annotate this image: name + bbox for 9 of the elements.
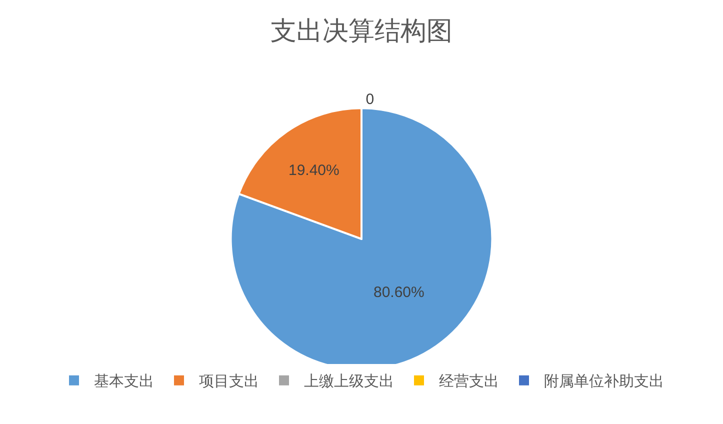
- data-label: 80.60%: [373, 284, 424, 301]
- legend-label: 经营支出: [439, 372, 499, 390]
- legend-label: 上缴上级支出: [304, 372, 394, 390]
- text: 0: [366, 91, 374, 108]
- data-label: 19.40%: [288, 162, 340, 180]
- legend-label: 附属单位补助支出: [544, 372, 664, 390]
- legend-label: 项目支出: [199, 372, 259, 390]
- chart-title: 支出决算结构图: [270, 16, 452, 46]
- legend-label: 基本支出: [94, 372, 154, 390]
